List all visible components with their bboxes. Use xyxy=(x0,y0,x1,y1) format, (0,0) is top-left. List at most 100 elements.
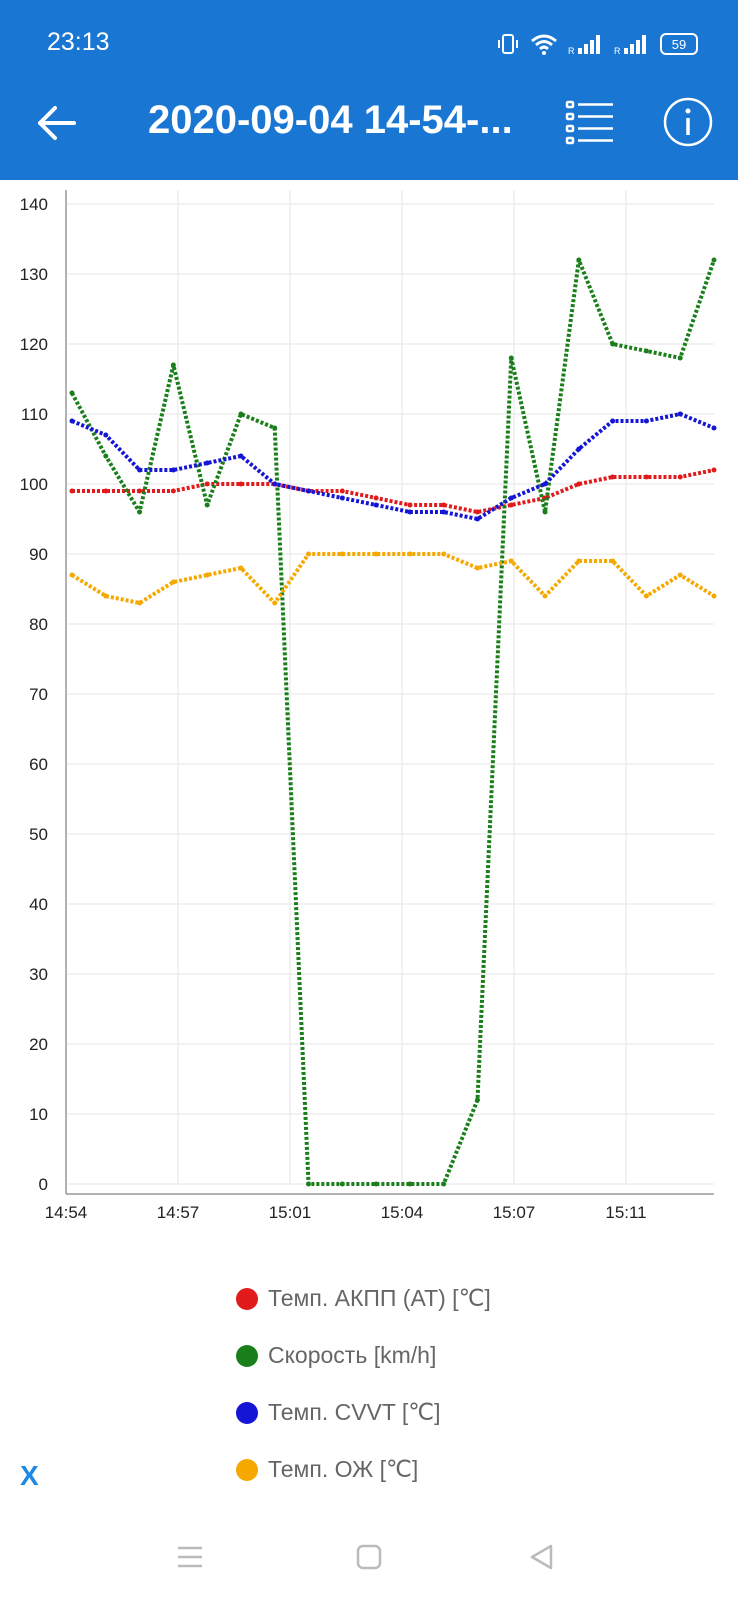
data-point xyxy=(103,453,109,459)
data-point xyxy=(339,495,345,501)
menu-icon[interactable] xyxy=(176,1543,204,1571)
data-point xyxy=(272,481,278,487)
y-tick-label: 20 xyxy=(29,1035,48,1054)
vibrate-icon xyxy=(498,34,518,54)
data-point xyxy=(103,432,109,438)
legend-item: Темп. CVVT [℃] xyxy=(236,1384,491,1441)
data-point xyxy=(508,355,514,361)
y-tick-label: 10 xyxy=(29,1105,48,1124)
data-point xyxy=(508,495,514,501)
wifi-icon xyxy=(531,34,557,55)
data-point xyxy=(441,551,447,557)
data-point xyxy=(204,481,210,487)
legend-label: Темп. CVVT [℃] xyxy=(268,1399,441,1425)
legend-label: Темп. ОЖ [℃] xyxy=(268,1456,419,1482)
data-point xyxy=(542,509,548,515)
arrow-left-icon xyxy=(38,106,76,140)
y-tick-label: 130 xyxy=(20,265,48,284)
line-chart[interactable]: 0 10 20 30 40 50 60 70 80 90 100 110 120 130 140 14:54 1… xyxy=(0,180,738,1260)
data-point xyxy=(576,481,582,487)
data-point xyxy=(238,411,244,417)
y-tick-label: 110 xyxy=(21,405,48,424)
home-icon[interactable] xyxy=(355,1543,383,1571)
data-point xyxy=(170,467,176,473)
data-point xyxy=(474,509,480,515)
data-point xyxy=(69,488,75,494)
data-point xyxy=(677,572,683,578)
data-point xyxy=(69,390,75,396)
data-point xyxy=(711,593,717,599)
y-tick-label: 120 xyxy=(20,335,48,354)
data-point xyxy=(238,453,244,459)
data-point xyxy=(441,1181,447,1187)
data-point xyxy=(339,488,345,494)
y-tick-label: 140 xyxy=(20,195,48,214)
data-point xyxy=(204,572,210,578)
back-button[interactable] xyxy=(34,100,80,146)
back-nav-icon[interactable] xyxy=(528,1543,556,1571)
x-tick-label: 15:11 xyxy=(605,1203,646,1222)
data-point xyxy=(643,593,649,599)
info-icon xyxy=(663,97,713,147)
svg-text:R: R xyxy=(568,46,575,56)
data-point xyxy=(474,1097,480,1103)
legend-item: Скорость [km/h] xyxy=(236,1327,491,1384)
legend-dot-blue xyxy=(236,1401,258,1424)
data-point xyxy=(474,565,480,571)
data-point xyxy=(137,467,143,473)
y-tick-label: 30 xyxy=(29,965,48,984)
series-line xyxy=(70,552,716,605)
data-point xyxy=(643,474,649,480)
chart-area[interactable]: 0 10 20 30 40 50 60 70 80 90 100 110 120 130 140 14:54 1… xyxy=(0,180,738,1260)
data-point xyxy=(542,593,548,599)
legend-item: Темп. АКПП (AT) [℃] xyxy=(236,1270,491,1327)
data-point xyxy=(103,593,109,599)
data-point xyxy=(137,600,143,606)
close-button[interactable]: X xyxy=(20,1460,39,1491)
data-point xyxy=(238,481,244,487)
data-point xyxy=(643,418,649,424)
x-tick-label: 14:54 xyxy=(45,1203,88,1222)
status-icons: R R 59 xyxy=(496,30,698,58)
data-point xyxy=(677,474,683,480)
list-button[interactable] xyxy=(565,98,617,146)
data-point xyxy=(711,425,717,431)
data-point xyxy=(339,1181,345,1187)
data-point xyxy=(306,488,312,494)
series-line xyxy=(72,468,715,514)
data-point xyxy=(373,551,379,557)
data-point xyxy=(407,1181,413,1187)
data-point xyxy=(441,502,447,508)
info-button[interactable] xyxy=(662,96,714,148)
data-point xyxy=(373,495,379,501)
battery-indicator: 59 xyxy=(660,33,698,55)
legend-dot-red xyxy=(236,1287,258,1310)
data-point xyxy=(339,551,345,557)
data-point xyxy=(407,551,413,557)
data-point xyxy=(407,502,413,508)
data-point xyxy=(103,488,109,494)
svg-text:R: R xyxy=(614,46,621,56)
x-tick-label: 14:57 xyxy=(157,1203,200,1222)
data-point xyxy=(508,502,514,508)
x-tick-label: 15:07 xyxy=(493,1203,536,1222)
data-point xyxy=(542,481,548,487)
y-tick-label: 60 xyxy=(29,755,48,774)
data-point xyxy=(306,1181,312,1187)
series-line xyxy=(70,258,716,1186)
data-point xyxy=(69,572,75,578)
data-point xyxy=(610,341,616,347)
data-point xyxy=(474,516,480,522)
data-point xyxy=(610,418,616,424)
data-point xyxy=(137,488,143,494)
data-point xyxy=(576,446,582,452)
data-point xyxy=(306,551,312,557)
data-point xyxy=(69,418,75,424)
system-navigation-bar xyxy=(0,1535,738,1600)
data-point xyxy=(677,355,683,361)
data-point xyxy=(373,502,379,508)
y-tick-label: 70 xyxy=(29,685,48,704)
data-point xyxy=(576,257,582,263)
page-title: 2020-09-04 14-54-... xyxy=(148,98,513,142)
data-point xyxy=(204,502,210,508)
